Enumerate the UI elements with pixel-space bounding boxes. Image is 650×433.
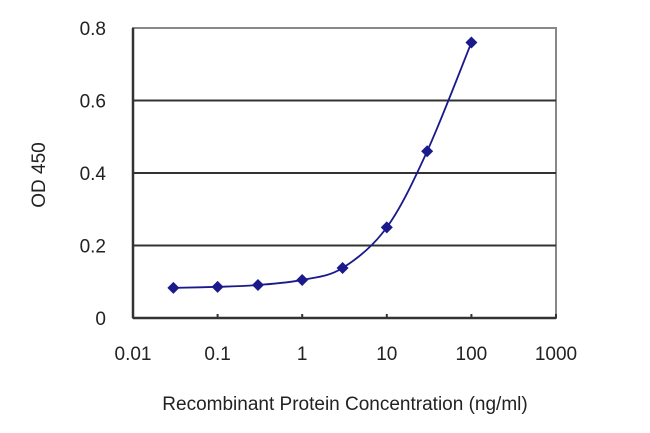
x-tick-label: 0.1 [204, 344, 230, 365]
x-axis-title: Recombinant Protein Concentration (ng/ml… [162, 394, 527, 415]
x-tick-label: 10 [376, 344, 397, 365]
diamond-marker [465, 36, 478, 49]
y-tick-label: 0.8 [80, 19, 106, 40]
diamond-marker [421, 145, 434, 158]
x-axis-ticks: 0.01 0.1 1 10 100 1000 [115, 314, 577, 365]
y-tick-label: 0.2 [80, 237, 106, 258]
gridlines [133, 99, 556, 247]
diamond-marker [251, 279, 264, 292]
y-axis-ticks: 0 0.2 0.4 0.6 0.8 [80, 19, 107, 330]
x-tick-label: 1 [297, 344, 308, 365]
x-tick-label: 0.01 [115, 344, 152, 365]
diamond-marker [336, 261, 349, 274]
y-axis-title: OD 450 [29, 142, 50, 207]
y-tick-label: 0.6 [80, 92, 106, 113]
diamond-marker [167, 281, 180, 294]
data-series [167, 36, 478, 294]
x-tick-label: 100 [456, 344, 488, 365]
y-tick-label: 0.4 [80, 164, 107, 185]
x-tick-label: 1000 [535, 344, 577, 365]
y-tick-label: 0 [95, 309, 106, 330]
axes [131, 28, 556, 320]
diamond-marker [380, 221, 393, 234]
diamond-marker [296, 273, 309, 286]
diamond-marker [211, 280, 224, 293]
